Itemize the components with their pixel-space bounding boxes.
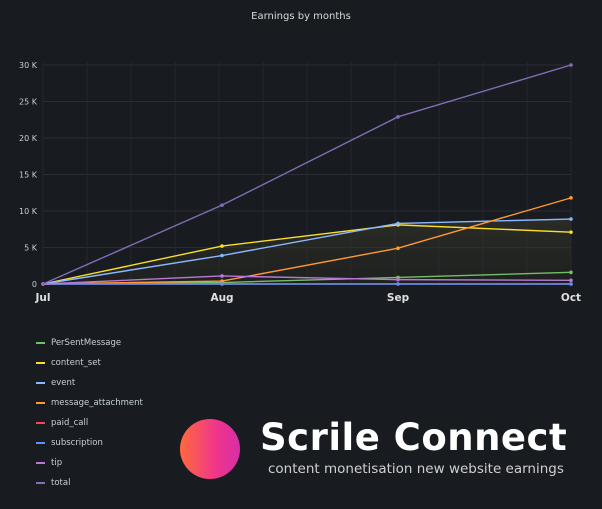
legend-swatch: [36, 382, 45, 384]
brand-watermark: Scrile Connect content monetisation new …: [180, 416, 580, 488]
legend-swatch: [36, 362, 45, 364]
legend-label: message_attachment: [51, 398, 143, 408]
data-point: [220, 253, 224, 258]
series-line: [42, 197, 572, 285]
legend-label: PerSentMessage: [51, 338, 122, 348]
legend-item[interactable]: paid_call: [36, 413, 143, 433]
data-point: [396, 277, 400, 282]
legend-swatch: [36, 422, 45, 424]
data-point: [569, 230, 573, 234]
x-tick-label: Aug: [210, 292, 233, 304]
brand-logo-icon: [180, 419, 240, 479]
legend-label: event: [51, 378, 76, 388]
data-point: [396, 282, 400, 286]
series-total: [41, 63, 573, 286]
legend-item[interactable]: content_set: [36, 353, 143, 373]
brand-name: Scrile Connect: [260, 416, 568, 459]
data-point: [220, 282, 224, 286]
legend-item[interactable]: subscription: [36, 433, 143, 453]
legend-swatch: [36, 402, 45, 404]
legend-swatch: [36, 462, 45, 464]
data-point: [220, 203, 224, 207]
x-tick-label: Jul: [35, 292, 51, 304]
legend-item[interactable]: message_attachment: [36, 393, 143, 413]
series-line: [42, 64, 572, 285]
data-point: [569, 270, 573, 275]
legend-label: paid_call: [51, 418, 89, 428]
data-point: [569, 282, 573, 286]
data-point: [569, 278, 573, 283]
legend-item[interactable]: total: [36, 473, 143, 493]
data-point: [41, 282, 45, 286]
y-tick-label: 0: [32, 280, 37, 289]
data-point: [569, 196, 573, 200]
legend-label: total: [51, 478, 71, 488]
series-line: [42, 218, 572, 285]
data-point: [396, 246, 400, 251]
area-fill: [43, 219, 571, 284]
data-point: [220, 244, 224, 248]
data-point: [220, 274, 224, 278]
x-tick-label: Oct: [561, 292, 581, 304]
legend-swatch: [36, 482, 45, 484]
legend-swatch: [36, 342, 45, 344]
legend-label: subscription: [51, 438, 103, 448]
legend-item[interactable]: tip: [36, 453, 143, 473]
chart-title: Earnings by months: [251, 11, 351, 22]
y-tick-label: 10 K: [19, 207, 38, 216]
y-tick-label: 30 K: [19, 61, 38, 70]
legend-item[interactable]: event: [36, 373, 143, 393]
legend-item[interactable]: PerSentMessage: [36, 333, 143, 353]
series-line: [42, 271, 572, 285]
legend-swatch: [36, 442, 45, 444]
legend-label: tip: [51, 458, 63, 468]
data-point: [569, 63, 573, 67]
series-line: [42, 275, 572, 285]
legend-label: content_set: [51, 358, 101, 368]
y-tick-label: 5 K: [24, 244, 38, 253]
series-line: [42, 224, 572, 285]
data-point: [220, 279, 224, 283]
data-point: [569, 217, 573, 221]
brand-tagline: content monetisation new website earning…: [268, 461, 564, 477]
x-tick-label: Sep: [387, 292, 410, 304]
y-tick-label: 20 K: [19, 134, 38, 143]
y-tick-label: 15 K: [19, 171, 38, 180]
data-point: [396, 221, 400, 226]
y-tick-label: 25 K: [19, 98, 38, 107]
data-point: [396, 115, 400, 119]
